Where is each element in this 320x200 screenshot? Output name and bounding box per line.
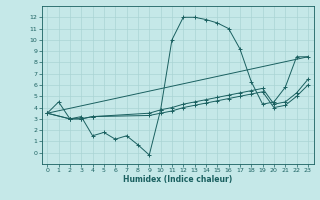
X-axis label: Humidex (Indice chaleur): Humidex (Indice chaleur) bbox=[123, 175, 232, 184]
